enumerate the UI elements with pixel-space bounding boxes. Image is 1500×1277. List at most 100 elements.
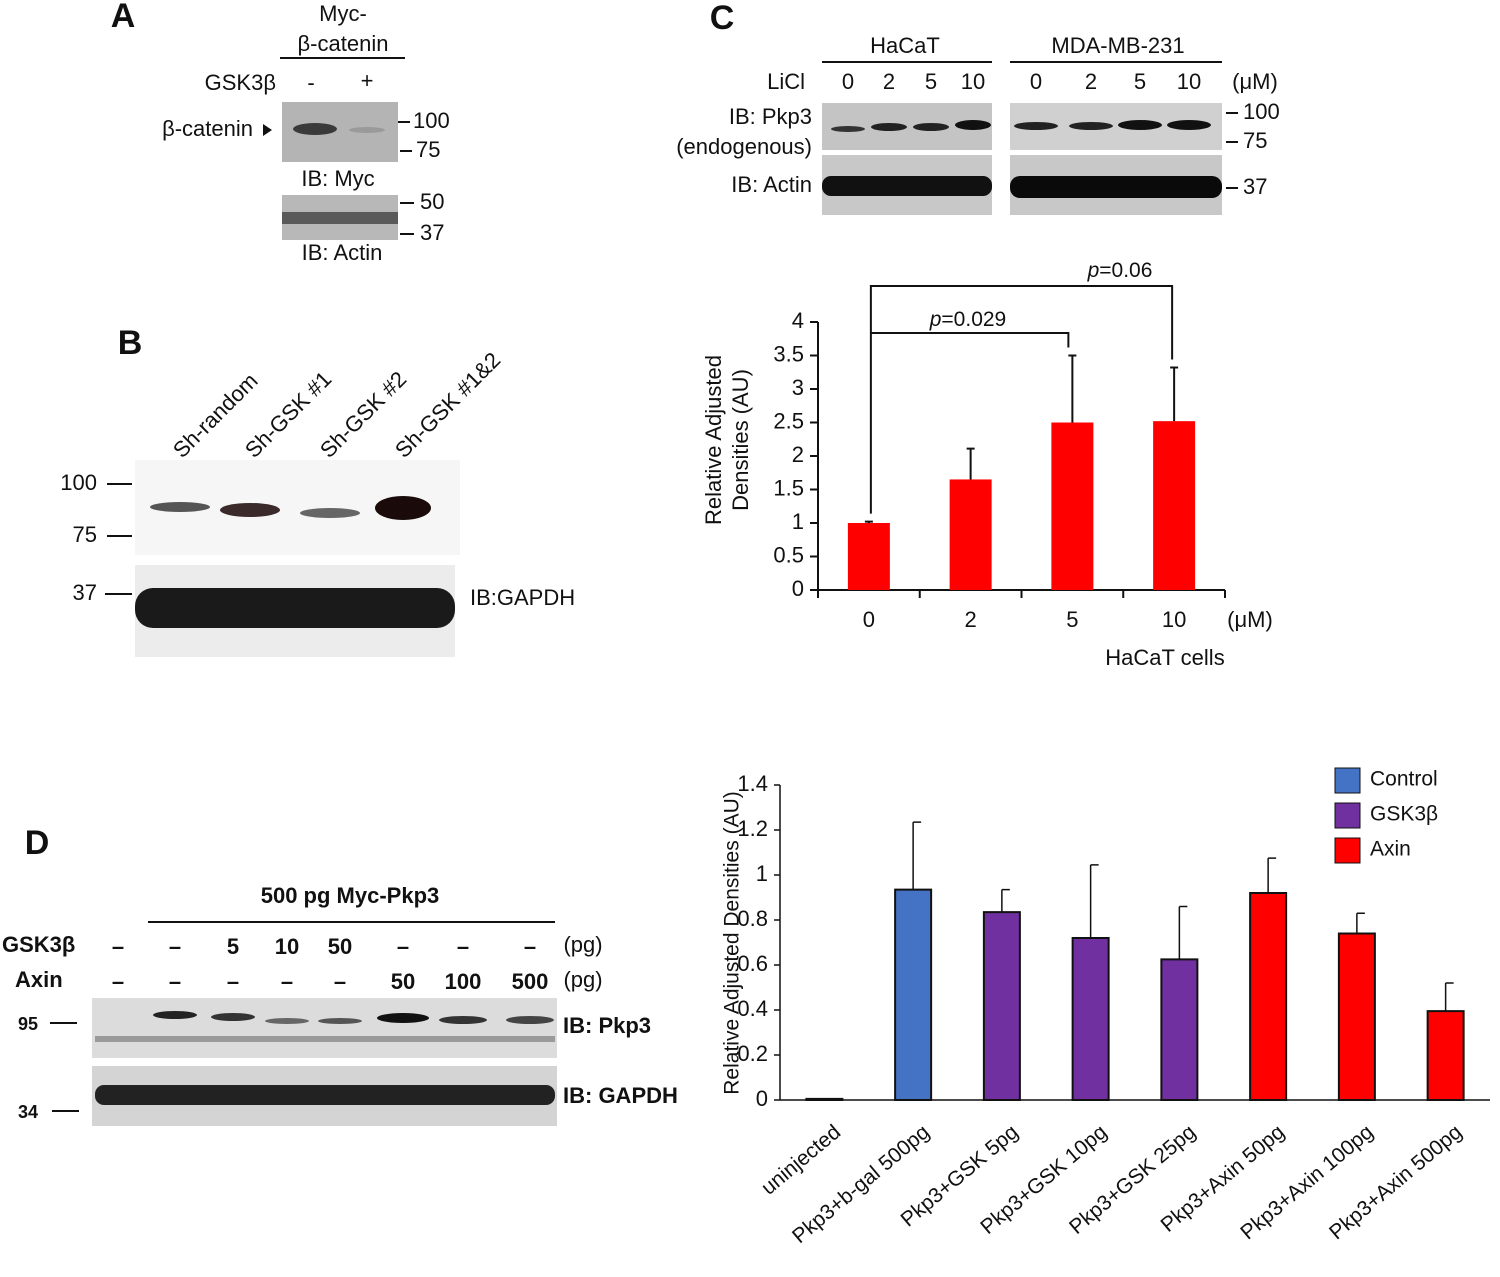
error-bar [1001,888,1010,913]
label: 0 [842,69,854,94]
label: - [307,70,314,95]
error-bar [1178,905,1188,960]
label: (pg) [563,967,602,992]
y-axis-label: Relative Adjusted [701,355,726,525]
error-bar [912,821,922,890]
label: 10 [1177,69,1201,94]
x-tick-label: 5 [1066,607,1078,632]
label: – [397,934,409,959]
band [913,123,949,131]
annotation-text: =0.06 [1099,259,1152,282]
label: GSK3β [205,70,276,95]
y-tick-label: 0.5 [773,542,804,567]
label: Sh-GSK #1&2 [390,347,505,462]
label: IB: Actin [731,172,812,197]
band [1167,120,1211,130]
arrowhead [263,124,272,136]
label: IB: GAPDH [563,1083,678,1108]
band [349,127,385,133]
legend-swatch [1334,767,1361,794]
legend-label: Control [1370,768,1438,791]
y-tick-label: 0.4 [737,996,768,1021]
bands [95,1011,555,1105]
error-bar [864,520,873,523]
label: 75 [1243,128,1267,153]
error-bar [1444,982,1454,1012]
x-tick-label: 0 [863,607,875,632]
error-bar [1267,857,1277,893]
label: β-catenin [298,31,389,56]
panel-label: C [710,0,735,37]
label: 37 [1243,174,1267,199]
panel-label: A [111,0,136,35]
y-tick-label: 0.6 [737,951,768,976]
label: 500 pg Myc-Pkp3 [261,883,440,908]
label: 500 [512,969,549,994]
label: – [169,934,181,959]
band [1069,122,1113,130]
label: 37 [73,580,97,605]
y-tick-label: 1 [756,861,768,886]
label: (μM) [1232,69,1278,94]
bar [1051,422,1094,590]
label: 75 [73,522,97,547]
label: 10 [961,69,985,94]
label: 5 [227,934,239,959]
label: LiCl [767,69,805,94]
bar [1160,958,1199,1101]
error-bar [1356,912,1365,934]
label: 100 [413,108,450,133]
label: 37 [420,220,444,245]
bar [1249,892,1288,1101]
label: – [524,934,536,959]
annotation-italic: p [929,308,942,331]
legend-label: Axin [1370,838,1411,861]
legend-swatch [1334,837,1361,864]
label: – [457,934,469,959]
bar [949,479,992,590]
band [871,123,907,131]
annotation-italic: p [1087,259,1100,282]
y-tick-label: 3.5 [773,341,804,366]
label: GSK3β [2,932,75,957]
label: HaCaT [870,33,940,58]
band [150,502,210,512]
band [300,508,360,518]
bar [847,523,890,590]
label: 75 [416,137,440,162]
label: 100 [1243,99,1280,124]
label: 50 [420,189,444,214]
label: + [361,68,374,93]
bar [894,888,933,1101]
annotation: p=0.06 [1087,259,1153,282]
blot [92,998,557,1058]
label: IB: Actin [302,240,383,265]
x-unit: (μM) [1227,607,1273,632]
y-tick-label: 3 [792,375,804,400]
label: 5 [1134,69,1146,94]
y-tick-label: 0.2 [737,1041,768,1066]
y-tick-label: 0 [792,576,804,601]
panel-label: B [118,324,143,362]
y-tick-label: 2 [792,442,804,467]
band [822,176,992,196]
y-tick-label: 1.5 [773,475,804,500]
label: – [281,969,293,994]
band [831,126,865,132]
label: – [334,969,346,994]
label: (pg) [563,932,602,957]
label: 5 [925,69,937,94]
x-axis-label: HaCaT cells [1105,645,1224,670]
x-tick-label: uninjected [757,1120,845,1199]
label: 50 [391,969,415,994]
y-axis-label: Densities (AU) [728,369,753,511]
label: (endogenous) [676,134,812,159]
x-tick-label: 10 [1162,607,1186,632]
bar [1153,421,1196,590]
label: 2 [1085,69,1097,94]
y-tick-label: 4 [792,308,804,333]
x-tick-label: 2 [965,607,977,632]
error-bar [1068,354,1077,423]
error-bar [1089,864,1099,938]
